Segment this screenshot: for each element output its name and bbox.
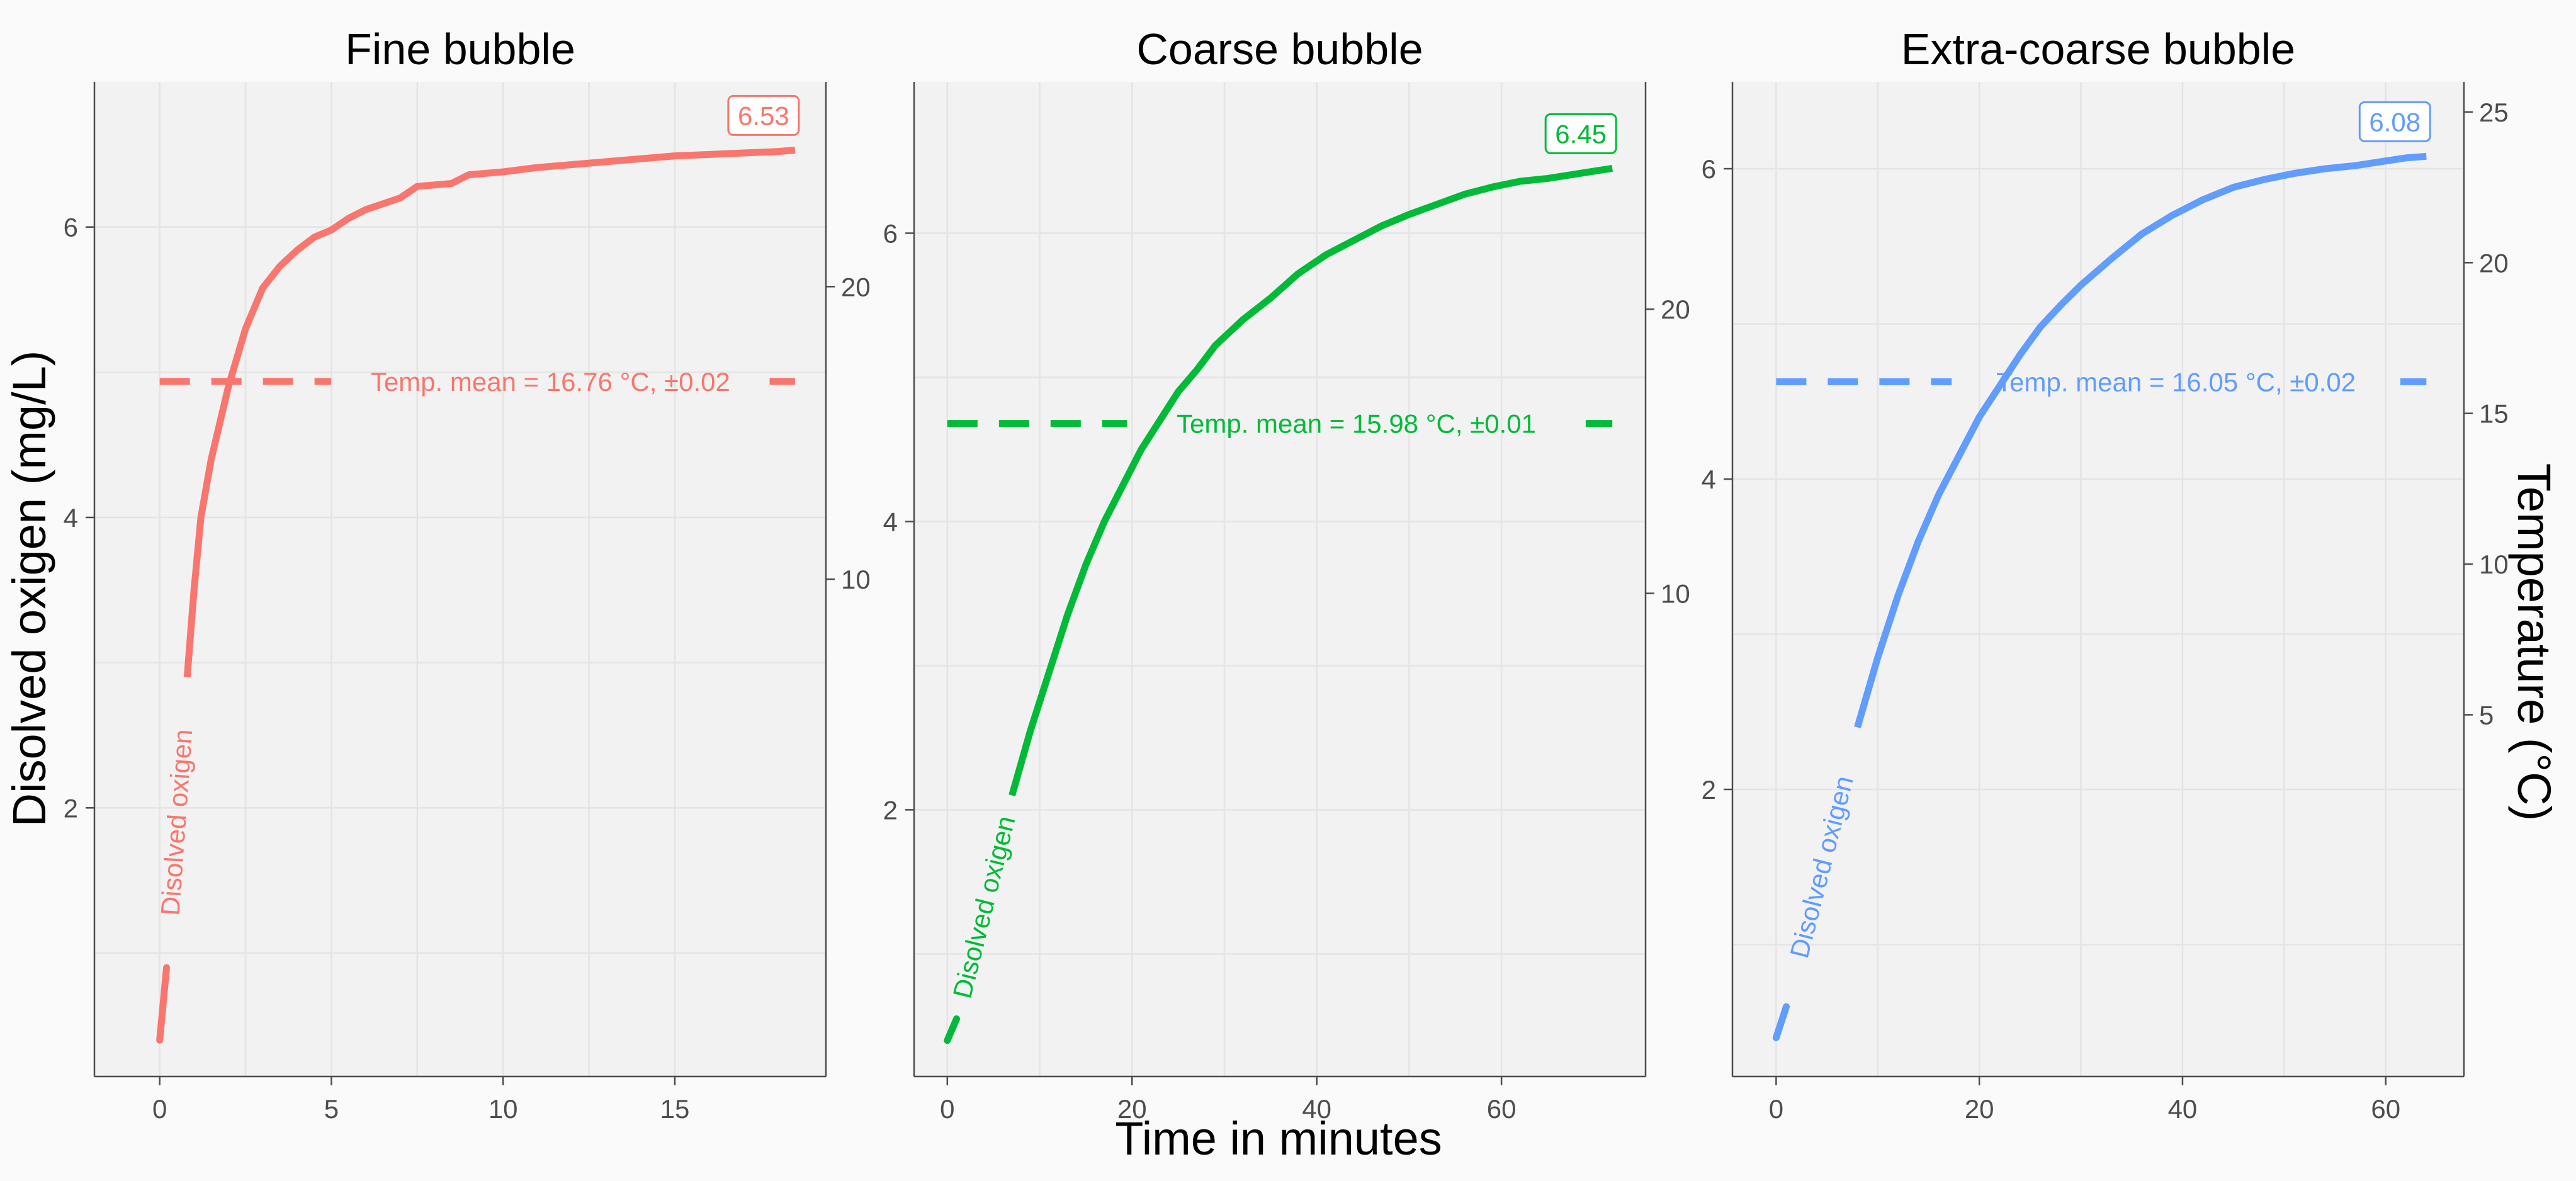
y-tick-label: 6 — [1702, 154, 1716, 184]
x-axis-label: Time in minutes — [1115, 1112, 1442, 1165]
y2-tick-label: 20 — [841, 272, 871, 302]
y2-tick-label: 20 — [2479, 248, 2509, 278]
x-tick-label: 15 — [660, 1094, 690, 1124]
x-tick-label: 40 — [2168, 1094, 2198, 1124]
y-tick-label: 2 — [1702, 775, 1716, 805]
do-curve-segment — [1772, 1003, 1790, 1041]
panel-3: Extra-coarse bubble 0 20 40 60 2 4 6 5 10 15 20 25 Te… — [1702, 25, 2509, 1124]
y-tick-label: 6 — [64, 213, 78, 242]
panel-background — [94, 82, 826, 1076]
y-tick-label: 4 — [1702, 465, 1716, 494]
end-value-label: 6.45 — [1555, 119, 1607, 149]
do-curve-segment — [183, 146, 796, 678]
x-tick-label: 0 — [152, 1094, 167, 1124]
panel-title: Extra-coarse bubble — [1901, 25, 2295, 74]
y2-axis-label: Temperature (°C) — [2508, 463, 2560, 821]
do-curve-segment — [1008, 164, 1613, 796]
do-curve-segment — [1854, 152, 2427, 728]
y2-tick-label: 15 — [2479, 399, 2509, 429]
y2-tick-label: 25 — [2479, 98, 2509, 127]
temperature-mean-label: Temp. mean = 16.05 °C, ±0.02 — [1996, 367, 2356, 397]
y-tick-label: 2 — [64, 793, 78, 823]
panel-title: Coarse bubble — [1136, 25, 1423, 74]
panel-2: Coarse bubble 0 20 40 60 2 4 6 10 20 Temp. mean = … — [883, 25, 1690, 1124]
do-curve-segment — [156, 964, 171, 1044]
end-value-box — [1544, 113, 1617, 154]
end-value-label: 6.08 — [2369, 107, 2421, 137]
panel-background — [914, 82, 1646, 1076]
temperature-mean-label: Temp. mean = 15.98 °C, ±0.01 — [1177, 409, 1536, 439]
y2-tick-label: 10 — [841, 565, 871, 594]
end-value-label: 6.53 — [738, 101, 789, 130]
y-tick-label: 6 — [883, 218, 898, 248]
y2-tick-label: 10 — [1661, 579, 1690, 609]
y-axis-label: Disolved oxigen (mg/L) — [3, 351, 55, 827]
y2-tick-label: 20 — [1661, 295, 1690, 324]
x-tick-label: 60 — [2371, 1094, 2400, 1124]
x-tick-label: 5 — [324, 1094, 339, 1124]
panel-1: Fine bubble 0 5 10 15 2 4 6 10 20 Temp. mean = 16.… — [64, 25, 871, 1124]
temperature-mean-label: Temp. mean = 16.76 °C, ±0.02 — [371, 367, 730, 397]
x-tick-label: 10 — [489, 1094, 518, 1124]
end-value-box — [727, 94, 800, 136]
panel-background — [1732, 82, 2464, 1076]
x-tick-label: 0 — [1769, 1094, 1783, 1124]
end-value-box — [2358, 101, 2431, 142]
y2-tick-label: 5 — [2479, 700, 2494, 730]
y-tick-label: 4 — [883, 507, 898, 536]
x-tick-label: 0 — [940, 1094, 954, 1124]
x-tick-label: 60 — [1487, 1094, 1517, 1124]
panel-title: Fine bubble — [345, 25, 575, 74]
x-tick-label: 40 — [1302, 1094, 1331, 1124]
y-tick-label: 2 — [883, 795, 898, 825]
y2-tick-label: 10 — [2479, 550, 2509, 579]
x-tick-label: 20 — [1117, 1094, 1147, 1124]
x-tick-label: 20 — [1965, 1094, 1994, 1124]
y-tick-label: 4 — [64, 503, 78, 533]
do-curve-segment — [944, 1015, 960, 1044]
